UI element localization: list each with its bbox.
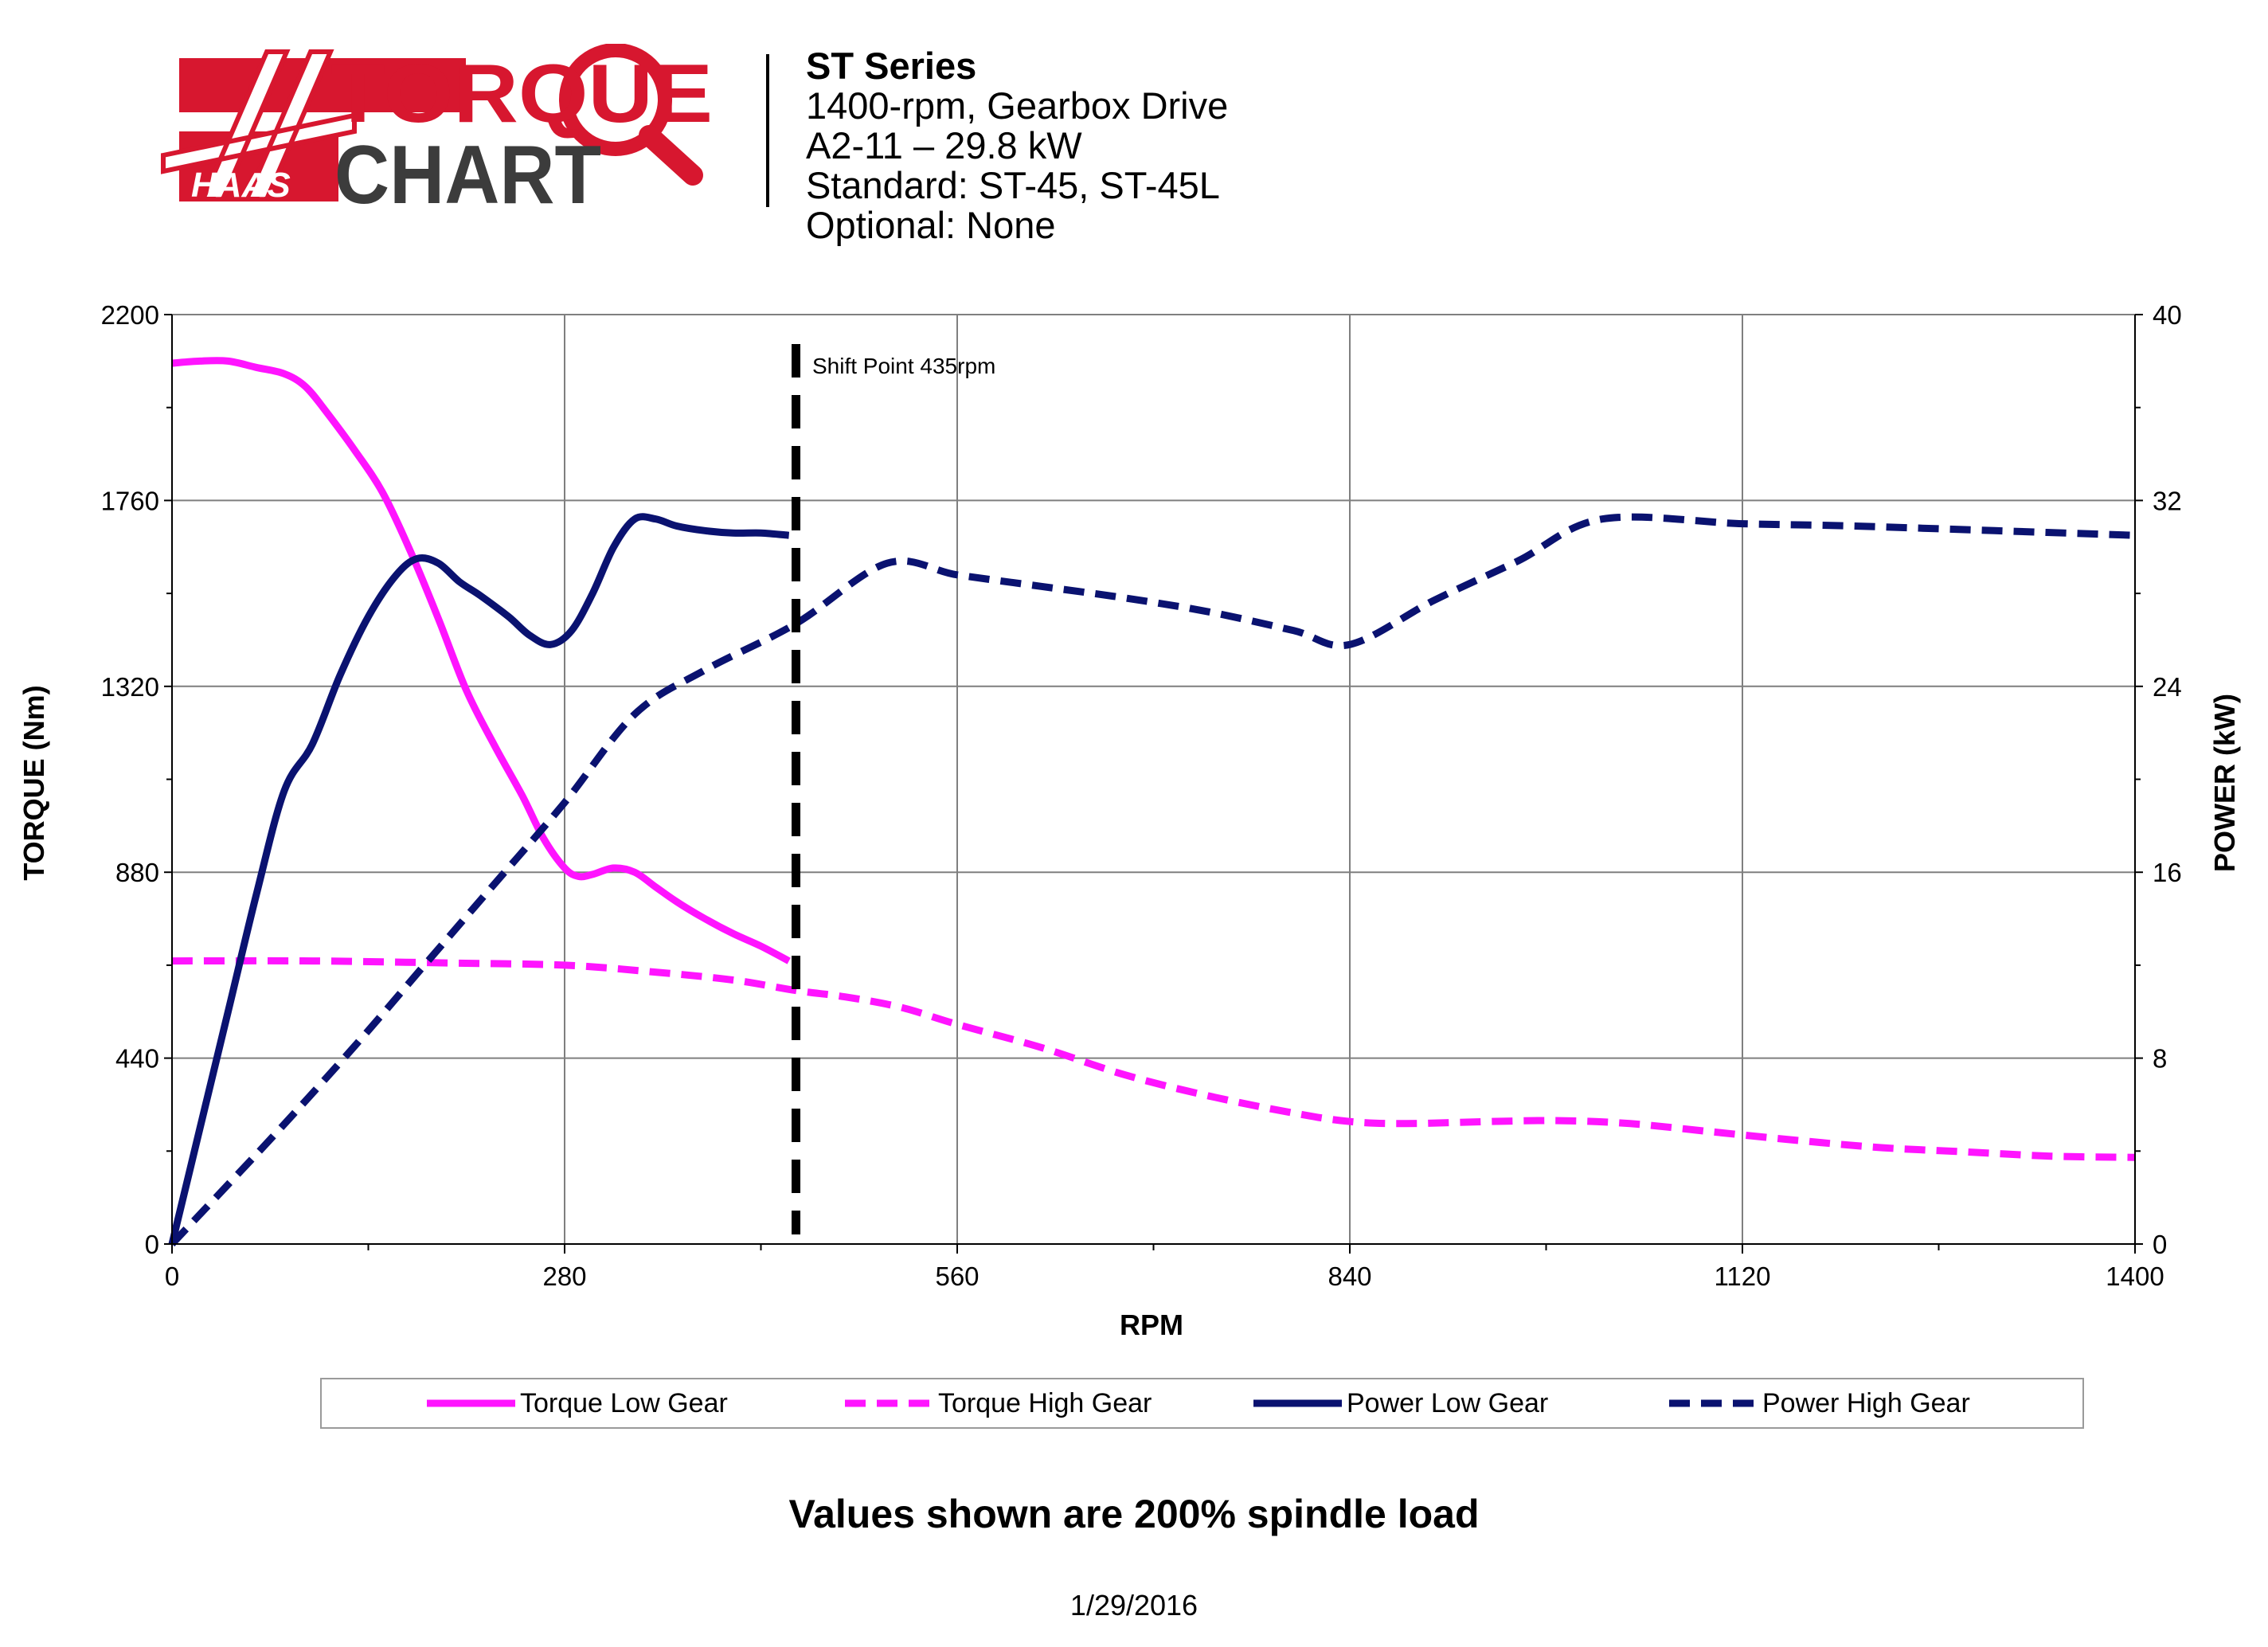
series-line-torque-high-gear: [171, 957, 2136, 1161]
x-tick-label: 840: [1328, 1262, 1371, 1291]
legend-swatch: [845, 1399, 933, 1407]
legend-swatch: [427, 1399, 515, 1407]
legend-label: Power Low Gear: [1347, 1387, 1549, 1418]
logo-magnifier-icon: [559, 44, 672, 156]
logo-word-torque: TORQUE: [330, 48, 713, 140]
y-axis-label-right: POWER (kW): [2208, 694, 2241, 872]
y-tick-label-left: 0: [145, 1230, 159, 1259]
y-tick-label-left: 1320: [101, 672, 159, 702]
y-tick-label-left: 2200: [101, 300, 159, 330]
haas-torque-chart-logo: TORQUE CHART HAAS: [161, 44, 713, 215]
x-tick-label: 560: [935, 1262, 979, 1291]
legend-item-torque-low: Torque Low Gear: [425, 1379, 728, 1427]
y-tick-label-right: 32: [2153, 486, 2182, 515]
x-tick-label: 1400: [2106, 1262, 2164, 1291]
chart-date: 1/29/2016: [1069, 1589, 1199, 1622]
chart-header-line: Optional: None: [806, 204, 1056, 246]
chart-series-title: ST Series: [806, 45, 977, 87]
x-axis-label: RPM: [1120, 1309, 1183, 1341]
header-divider: [766, 54, 769, 207]
legend-swatch: [1669, 1399, 1758, 1407]
grid-layer: [172, 314, 2135, 1244]
series-line-torque-low-gear: [171, 357, 791, 964]
y-tick-label-right: 0: [2153, 1230, 2167, 1259]
chart-legend: Torque Low Gear Torque High Gear Power L…: [320, 1378, 2084, 1429]
logo-h-mark: [161, 49, 357, 201]
y-tick-label-right: 8: [2153, 1044, 2167, 1074]
shift-point-label: Shift Point 435rpm: [812, 354, 995, 378]
series-layer: [168, 344, 2136, 1247]
legend-label: Torque Low Gear: [520, 1387, 728, 1418]
y-tick-label-left: 1760: [101, 486, 159, 515]
spindle-load-note: Values shown are 200% spindle load: [788, 1492, 1480, 1536]
y-tick-label-left: 880: [115, 858, 159, 887]
y-tick-label-left: 440: [115, 1044, 159, 1074]
logo-word-chart: CHART: [334, 129, 601, 215]
y-tick-label-right: 24: [2153, 672, 2182, 702]
x-tick-label: 1120: [1715, 1262, 1771, 1291]
series-line-power-high-gear: [169, 513, 2136, 1247]
legend-item-torque-high: Torque High Gear: [843, 1379, 1152, 1427]
logo-magnifier-handle: [639, 125, 703, 186]
legend-label: Power High Gear: [1762, 1387, 1970, 1418]
legend-item-power-low: Power Low Gear: [1252, 1379, 1548, 1427]
legend-item-power-high: Power High Gear: [1668, 1379, 1970, 1427]
chart-header-line: A2-11 – 29.8 kW: [806, 124, 1082, 166]
y-axis-label-left: TORQUE (Nm): [18, 685, 50, 880]
legend-label: Torque High Gear: [938, 1387, 1152, 1418]
x-tick-label: 280: [542, 1262, 586, 1291]
chart-header: ST Series 1400-rpm, Gearbox Drive A2-11 …: [806, 46, 1228, 245]
legend-swatch: [1253, 1399, 1342, 1407]
chart-header-line: Standard: ST-45, ST-45L: [806, 164, 1220, 206]
y-tick-label-right: 16: [2153, 858, 2182, 887]
y-tick-label-right: 40: [2153, 300, 2182, 330]
series-line-power-low-gear: [168, 513, 790, 1246]
chart-header-line: 1400-rpm, Gearbox Drive: [806, 84, 1229, 127]
x-tick-label: 0: [165, 1262, 179, 1291]
logo-word-haas: HAAS: [191, 166, 291, 205]
